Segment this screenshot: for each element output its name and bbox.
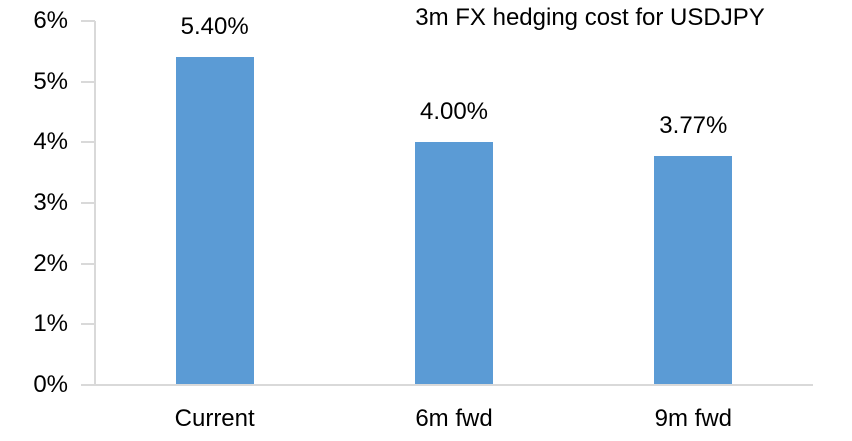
y-axis-tick-label: 6%	[33, 7, 68, 34]
y-axis-tick-mark	[81, 384, 95, 386]
bar-9m-fwd	[654, 156, 733, 384]
bar-current	[175, 57, 254, 384]
data-label: 5.40%	[180, 13, 249, 41]
bar-6m-fwd	[415, 142, 493, 384]
y-axis-tick-mark	[81, 20, 95, 22]
y-axis-tick-mark	[81, 323, 95, 326]
y-axis-tick-label: 5%	[33, 67, 68, 95]
y-axis-tick-label: 3%	[33, 189, 68, 216]
y-axis-line	[94, 21, 96, 385]
y-axis-tick-mark	[81, 141, 95, 144]
data-label: 3.77%	[659, 112, 728, 140]
y-axis-tick-label: 0%	[33, 371, 68, 398]
data-label: 4.00%	[419, 98, 489, 126]
y-axis-tick-label: 4%	[33, 128, 68, 156]
x-axis-category-label: Current	[174, 405, 255, 432]
y-axis-tick-label: 1%	[33, 310, 68, 338]
x-axis-category-label: 9m fwd	[654, 405, 732, 432]
y-axis-tick-mark	[81, 80, 95, 83]
y-axis-tick-mark	[81, 262, 95, 265]
chart-title: 3m FX hedging cost for USDJPY	[415, 4, 765, 31]
y-axis-tick-label: 2%	[33, 249, 68, 277]
y-axis-tick-mark	[81, 202, 95, 204]
x-axis-line	[95, 384, 813, 386]
x-axis-category-label: 6m fwd	[415, 405, 493, 432]
